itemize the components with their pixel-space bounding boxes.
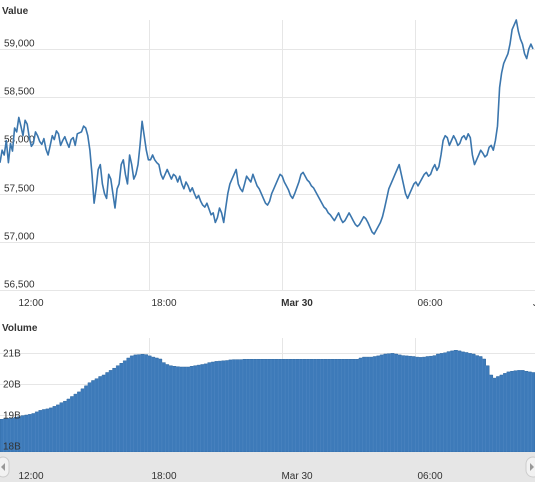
price-y-tick-label: 58,500 <box>4 87 35 98</box>
price-y-tick-label: 57,000 <box>4 232 35 243</box>
price-x-tick-label: Mar 30 <box>281 298 313 309</box>
volume-panel: Volume 21B 20B 19B 18B <box>0 323 535 453</box>
chevron-right-icon <box>530 463 534 471</box>
navigator-right-handle[interactable] <box>525 456 535 478</box>
volume-axis-title: Volume <box>2 323 38 334</box>
navigator-x-tick-label: 12:00 <box>18 471 43 482</box>
price-x-tick-label: 06:00 <box>417 298 442 309</box>
price-x-ticks: 12:00 18:00 Mar 30 06:00 J <box>18 298 535 309</box>
price-y-tick-label: 59,000 <box>4 39 35 50</box>
volume-y-tick-label: 20B <box>3 380 21 391</box>
volume-y-tick-label: 18B <box>3 442 21 453</box>
price-axis-title: Value <box>2 6 29 17</box>
navigator-track[interactable] <box>0 452 535 482</box>
price-y-tick-label: 56,500 <box>4 280 35 291</box>
navigator-x-ticks: 12:00 18:00 Mar 30 06:00 <box>18 471 442 482</box>
chevron-left-icon <box>1 463 5 471</box>
volume-y-tick-label: 21B <box>3 349 21 360</box>
navigator-x-tick-label: 18:00 <box>151 471 176 482</box>
volume-y-tick-label: 19B <box>3 411 21 422</box>
price-panel: Value 59,000 58,500 58,000 57,500 57,000 56,5… <box>0 6 535 309</box>
price-gridlines <box>0 20 535 291</box>
navigator-x-tick-label: 06:00 <box>417 471 442 482</box>
price-y-tick-label: 57,500 <box>4 184 35 195</box>
price-x-tick-label: J <box>533 298 535 309</box>
volume-bar-separators <box>3 350 532 452</box>
price-y-tick-label: 58,000 <box>4 135 35 146</box>
volume-y-ticks: 21B 20B 19B 18B <box>3 349 21 453</box>
price-x-tick-label: 12:00 <box>18 298 43 309</box>
price-x-tick-label: 18:00 <box>151 298 176 309</box>
navigator-left-handle[interactable] <box>0 456 10 478</box>
price-y-ticks: 59,000 58,500 58,000 57,500 57,000 56,500 <box>4 39 35 291</box>
navigator[interactable]: 12:00 18:00 Mar 30 06:00 <box>0 452 535 482</box>
price-series-line <box>0 19 534 235</box>
navigator-x-tick-label: Mar 30 <box>281 471 313 482</box>
